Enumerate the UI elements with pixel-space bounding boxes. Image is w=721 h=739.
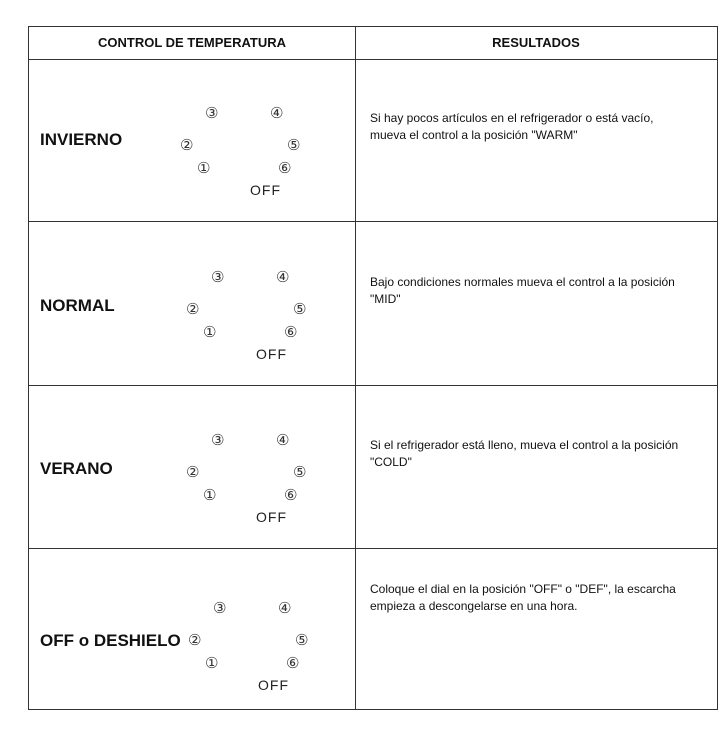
dial-position-5: ⑥ bbox=[286, 654, 300, 672]
mode-label: INVIERNO bbox=[40, 130, 123, 149]
result-text: Coloque el dial en la posición "OFF" o "… bbox=[370, 582, 676, 613]
dial-position-1: ④ bbox=[276, 431, 290, 449]
dial-off-label: OFF bbox=[256, 509, 287, 525]
dial-off-label: OFF bbox=[250, 182, 281, 198]
table-row: INVIERNO ③ ④ ② ⑤ ① ⑥ OFF Si hay pocos artículos … bbox=[0, 58, 721, 218]
header-results: RESULTADOS bbox=[492, 35, 580, 50]
row-divider bbox=[29, 548, 717, 549]
mode-label: VERANO bbox=[40, 459, 113, 478]
table-row: NORMAL ③ ④ ② ⑤ ① ⑥ OFF Bajo condiciones normales… bbox=[0, 222, 721, 382]
dial-position-3: ⑤ bbox=[295, 631, 309, 649]
dial-position-5: ⑥ bbox=[284, 323, 298, 341]
dial-position-4: ① bbox=[203, 486, 217, 504]
dial-position-0: ③ bbox=[213, 599, 227, 617]
dial-position-0: ③ bbox=[211, 268, 225, 286]
dial-position-2: ② bbox=[180, 136, 194, 154]
dial-position-5: ⑥ bbox=[284, 486, 298, 504]
table-row: OFF o DESHIELO ③ ④ ② ⑤ ① ⑥ OFF Coloque el dial e… bbox=[0, 549, 721, 709]
temperature-table: CONTROL DE TEMPERATURA RESULTADOS bbox=[28, 26, 718, 710]
dial-off-label: OFF bbox=[258, 677, 289, 693]
mode-label: NORMAL bbox=[40, 296, 115, 315]
table-row: VERANO ③ ④ ② ⑤ ① ⑥ OFF Si el refrigerador está l… bbox=[0, 385, 721, 545]
mode-label: OFF o DESHIELO bbox=[40, 631, 181, 650]
dial-position-1: ④ bbox=[278, 599, 292, 617]
dial-position-3: ⑤ bbox=[293, 463, 307, 481]
row-divider bbox=[29, 59, 717, 60]
dial-position-4: ① bbox=[205, 654, 219, 672]
header-control: CONTROL DE TEMPERATURA bbox=[97, 35, 287, 50]
dial-position-2: ② bbox=[186, 463, 200, 481]
dial-position-4: ① bbox=[197, 159, 211, 177]
dial-position-4: ① bbox=[203, 323, 217, 341]
row-divider bbox=[29, 221, 717, 222]
dial-position-3: ⑤ bbox=[287, 136, 301, 154]
column-divider bbox=[355, 27, 356, 709]
result-text: Bajo condiciones normales mueva el contr… bbox=[370, 275, 675, 306]
dial-off-label: OFF bbox=[256, 346, 287, 362]
dial-position-1: ④ bbox=[270, 104, 284, 122]
result-text: Si el refrigerador está lleno, mueva el … bbox=[370, 438, 679, 469]
dial-position-0: ③ bbox=[205, 104, 219, 122]
dial-position-2: ② bbox=[188, 631, 202, 649]
dial-position-0: ③ bbox=[211, 431, 225, 449]
row-divider bbox=[29, 385, 717, 386]
result-text: Si hay pocos artículos en el refrigerado… bbox=[370, 111, 654, 142]
dial-position-3: ⑤ bbox=[293, 300, 307, 318]
dial-position-1: ④ bbox=[276, 268, 290, 286]
dial-position-5: ⑥ bbox=[278, 159, 292, 177]
dial-position-2: ② bbox=[186, 300, 200, 318]
